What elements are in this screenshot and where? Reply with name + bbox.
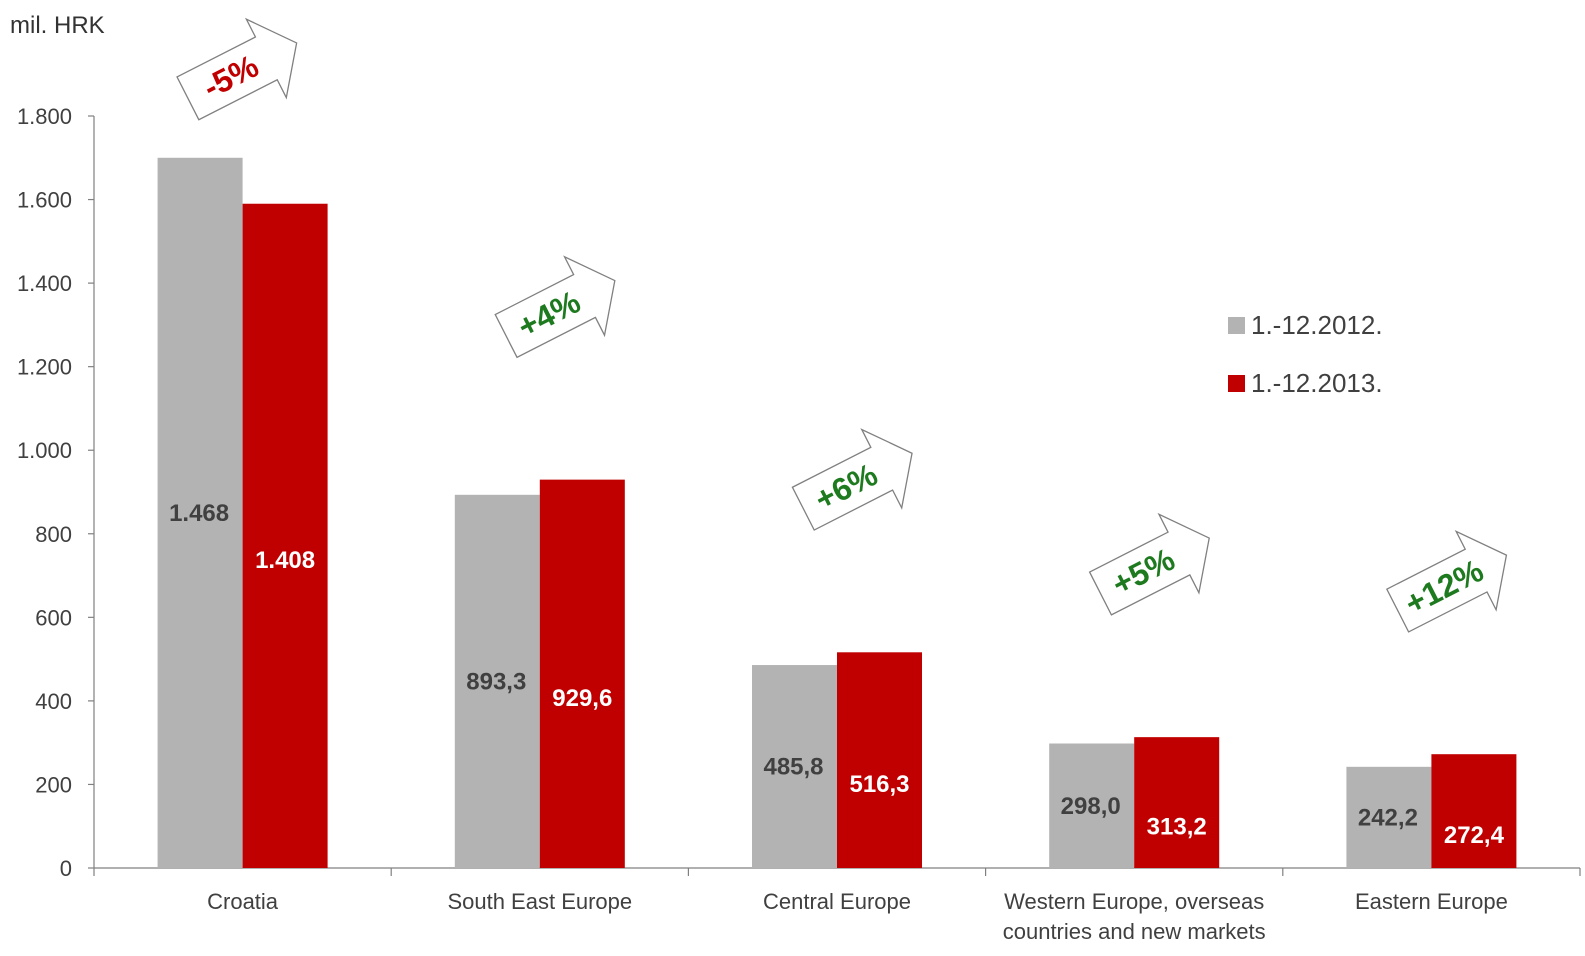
y-tick-label: 1.800 xyxy=(17,104,72,129)
x-category-label-line: Western Europe, overseas xyxy=(1004,889,1264,914)
legend-label-2013: 1.-12.2013. xyxy=(1251,367,1383,398)
bar-2013 xyxy=(242,203,328,868)
data-label-2013: 313,2 xyxy=(1147,814,1207,841)
data-label-2013: 516,3 xyxy=(849,771,909,798)
x-category-label-line: South East Europe xyxy=(447,889,632,914)
arrow-shape xyxy=(176,17,298,121)
change-arrow: +5% xyxy=(1088,512,1210,616)
data-label-2013: 929,6 xyxy=(552,685,612,712)
arrow-shape xyxy=(1385,529,1508,633)
x-category-label-line: Croatia xyxy=(207,889,279,914)
y-tick-label: 400 xyxy=(35,689,72,714)
y-tick-label: 0 xyxy=(60,856,72,881)
arrow-shape xyxy=(1088,512,1210,616)
data-label-2012: 485,8 xyxy=(763,754,823,781)
y-tick-label: 1.000 xyxy=(17,438,72,463)
x-category-label: South East Europe xyxy=(447,889,632,914)
legend-label-2012: 1.-12.2012. xyxy=(1251,309,1383,340)
x-category-label: Eastern Europe xyxy=(1355,889,1508,914)
legend-swatch-2012 xyxy=(1228,316,1245,334)
change-arrow: +6% xyxy=(791,428,913,531)
x-category-label: Western Europe, overseas countries and ne… xyxy=(1003,889,1266,944)
x-category-label: Central Europe xyxy=(763,889,911,914)
y-tick-label: 800 xyxy=(35,522,72,547)
x-category-label: Croatia xyxy=(207,889,279,914)
y-axis-unit-label: mil. HRK xyxy=(10,12,105,39)
bar-2012 xyxy=(752,665,837,868)
arrow-shape xyxy=(494,255,616,359)
arrow-shape xyxy=(791,428,913,531)
x-category-label-line: countries and new markets xyxy=(1003,919,1266,944)
data-label-2012: 1.468 xyxy=(169,500,229,527)
data-label-2012: 298,0 xyxy=(1061,793,1121,820)
bar-2013 xyxy=(539,479,625,868)
data-label-2013: 1.408 xyxy=(255,547,315,574)
y-tick-label: 1.400 xyxy=(17,271,72,296)
legend: 1.-12.2012. 1.-12.2013. xyxy=(1228,309,1383,428)
x-category-label-line: Eastern Europe xyxy=(1355,889,1508,914)
change-arrow: +4% xyxy=(494,255,616,359)
data-label-2013: 272,4 xyxy=(1444,822,1505,849)
y-tick-label: 1.200 xyxy=(17,355,72,380)
bar-2012 xyxy=(454,494,540,868)
bar-2013 xyxy=(1134,737,1220,868)
bar-2012 xyxy=(1346,766,1432,868)
y-tick-label: 600 xyxy=(35,605,72,630)
y-tick-label: 200 xyxy=(35,772,72,797)
bar-2012 xyxy=(157,157,243,868)
change-arrow: -5% xyxy=(176,17,298,121)
bar-2013 xyxy=(1431,754,1517,868)
data-label-2012: 893,3 xyxy=(466,668,526,695)
bar-2012 xyxy=(1049,743,1135,868)
y-tick-label: 1.600 xyxy=(17,188,72,213)
legend-item-2012: 1.-12.2012. xyxy=(1228,309,1383,340)
change-arrow: +12% xyxy=(1385,529,1508,633)
legend-swatch-2013 xyxy=(1228,374,1245,392)
data-label-2012: 242,2 xyxy=(1358,804,1418,831)
bar-2013 xyxy=(837,652,922,868)
x-category-label-line: Central Europe xyxy=(763,889,911,914)
legend-item-2013: 1.-12.2013. xyxy=(1228,367,1383,398)
